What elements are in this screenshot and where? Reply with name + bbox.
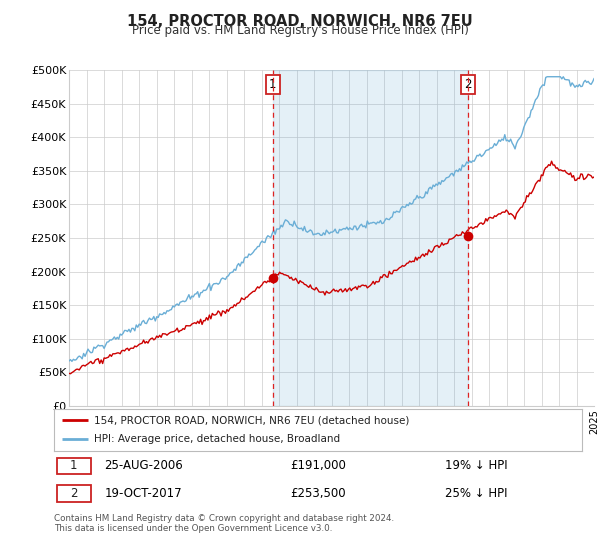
FancyBboxPatch shape [56,486,91,502]
Text: Price paid vs. HM Land Registry's House Price Index (HPI): Price paid vs. HM Land Registry's House … [131,24,469,37]
Text: Contains HM Land Registry data © Crown copyright and database right 2024.
This d: Contains HM Land Registry data © Crown c… [54,514,394,534]
Text: £191,000: £191,000 [290,459,346,472]
Text: 1: 1 [269,78,277,91]
Bar [273,70,468,406]
Text: 154, PROCTOR ROAD, NORWICH, NR6 7EU (detached house): 154, PROCTOR ROAD, NORWICH, NR6 7EU (det… [94,415,409,425]
Text: £253,500: £253,500 [290,487,346,500]
FancyBboxPatch shape [56,458,91,474]
Text: 19% ↓ HPI: 19% ↓ HPI [445,459,508,472]
Text: 154, PROCTOR ROAD, NORWICH, NR6 7EU: 154, PROCTOR ROAD, NORWICH, NR6 7EU [127,14,473,29]
Text: HPI: Average price, detached house, Broadland: HPI: Average price, detached house, Broa… [94,435,340,445]
Text: 1: 1 [70,459,77,472]
Text: 2: 2 [70,487,77,500]
Text: 25% ↓ HPI: 25% ↓ HPI [445,487,508,500]
Text: 19-OCT-2017: 19-OCT-2017 [105,487,182,500]
Text: 25-AUG-2006: 25-AUG-2006 [104,459,183,472]
Text: 2: 2 [464,78,472,91]
